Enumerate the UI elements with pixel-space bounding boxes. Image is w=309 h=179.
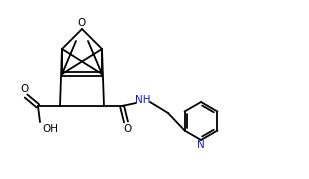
Text: O: O — [20, 84, 28, 94]
Text: NH: NH — [135, 95, 151, 105]
Text: OH: OH — [42, 124, 58, 134]
Text: O: O — [78, 18, 86, 28]
Text: N: N — [197, 140, 205, 150]
Text: O: O — [124, 124, 132, 134]
